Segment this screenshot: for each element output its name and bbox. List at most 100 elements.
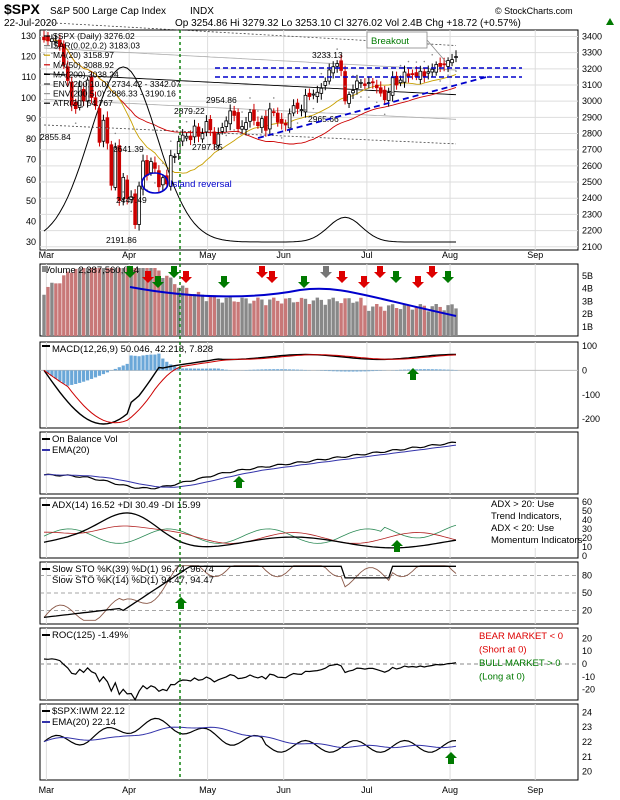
candle (85, 79, 90, 102)
adx-tick: 30 (582, 524, 592, 534)
candle (192, 125, 197, 138)
volume-bar (252, 300, 256, 336)
sar-dot (249, 97, 251, 99)
sto14-title: Slow STO %K(14) %D(1) 94.47, 94.47 (52, 575, 214, 586)
volume-bar (113, 268, 118, 336)
env5-upper-line (43, 47, 457, 71)
macd-histogram-bar (268, 369, 272, 371)
candle (367, 82, 371, 84)
macd-histogram-bar (216, 368, 220, 371)
candle (81, 89, 86, 102)
candle (271, 111, 276, 114)
macd-histogram-bar (438, 369, 442, 371)
volume-bar (220, 302, 224, 336)
candle (129, 196, 133, 200)
volume-bar (414, 307, 419, 336)
volume-bar (62, 275, 66, 336)
copyright: © StockCharts.com (495, 6, 573, 16)
macd-histogram-bar (145, 354, 149, 371)
candle (256, 121, 260, 127)
macd-histogram-bar (101, 370, 106, 375)
price-label: 2954.86 (206, 95, 237, 105)
adx-tick: 0 (582, 551, 587, 561)
candle (355, 80, 359, 89)
sar-dot (114, 132, 117, 135)
macd-histogram-bar (121, 365, 125, 371)
volume-bar (382, 310, 387, 336)
up-triangle-icon (606, 18, 614, 25)
sar-dot (51, 52, 53, 55)
ma200-line (43, 73, 457, 96)
volume-tick: 3B (582, 296, 593, 306)
candle (378, 87, 383, 94)
breakout-label: Breakout (371, 36, 409, 47)
volume-bar (410, 309, 415, 336)
candle (232, 110, 236, 116)
adx-note-line: Trend Indicators, (491, 511, 562, 522)
volume-arrow-icon (442, 271, 454, 283)
candle (200, 133, 205, 140)
roc-tick: -20 (582, 685, 595, 695)
volume-bar (287, 298, 292, 336)
volume-bar (268, 299, 272, 336)
sto-arrow-icon (175, 597, 187, 609)
candle (422, 71, 427, 77)
macd-histogram-bar (351, 370, 355, 372)
macd-histogram-bar (260, 369, 264, 371)
legend-swatch (42, 449, 50, 451)
volume-bar (335, 301, 339, 336)
macd-histogram-bar (256, 369, 260, 371)
candle (216, 133, 221, 146)
price-legend-item: $SPX (Daily) 3276.02 (53, 31, 135, 41)
volume-bar (295, 301, 300, 336)
month-label: Mar (39, 785, 55, 795)
volume-bar (46, 286, 50, 336)
macd-histogram-bar (157, 353, 161, 371)
volume-bar (375, 304, 379, 336)
candle (244, 122, 248, 130)
volume-bar (398, 309, 403, 336)
sar-dot (98, 126, 101, 129)
macd-histogram-bar (165, 361, 169, 371)
candle (149, 161, 153, 174)
candle (62, 43, 66, 66)
volume-bar (101, 268, 106, 336)
volume-bar (109, 268, 114, 336)
sar-dot (154, 182, 156, 184)
legend-swatch (42, 345, 50, 347)
sar-dot (328, 54, 331, 57)
macd-histogram-bar (129, 355, 133, 371)
price-label: 2641.39 (113, 144, 144, 154)
atr-tick: 120 (21, 52, 36, 62)
quote-line: Op 3254.86 Hi 3279.32 Lo 3253.10 Cl 3276… (175, 18, 521, 29)
atr-tick: 40 (26, 216, 36, 226)
volume-bar (351, 302, 355, 336)
adx-tick: 20 (582, 533, 592, 543)
sar-dot (138, 199, 140, 202)
volume-bar (192, 294, 197, 336)
volume-bar (188, 294, 193, 336)
candle (287, 113, 292, 129)
volume-arrow-icon (124, 266, 136, 278)
legend-swatch (42, 568, 50, 570)
macd-histogram-bar (185, 368, 189, 371)
macd-histogram-bar (133, 355, 137, 371)
macd-histogram-bar (359, 370, 363, 372)
breakout-pointer (426, 39, 447, 63)
volume-bar (430, 306, 434, 336)
candle (299, 109, 304, 111)
candle (335, 63, 339, 67)
macd-histogram-bar (137, 356, 141, 371)
candle (236, 112, 240, 130)
candle (46, 36, 50, 42)
sar-dot (90, 82, 93, 84)
month-label: Aug (442, 785, 458, 795)
candle (161, 177, 165, 186)
macd-histogram-bar (220, 369, 224, 371)
macd-histogram-bar (355, 370, 359, 372)
candle (204, 121, 209, 133)
macd-histogram-bar (402, 369, 407, 371)
volume-arrow-icon (298, 276, 310, 288)
volume-bar (66, 271, 70, 336)
macd-histogram-bar (426, 369, 430, 371)
